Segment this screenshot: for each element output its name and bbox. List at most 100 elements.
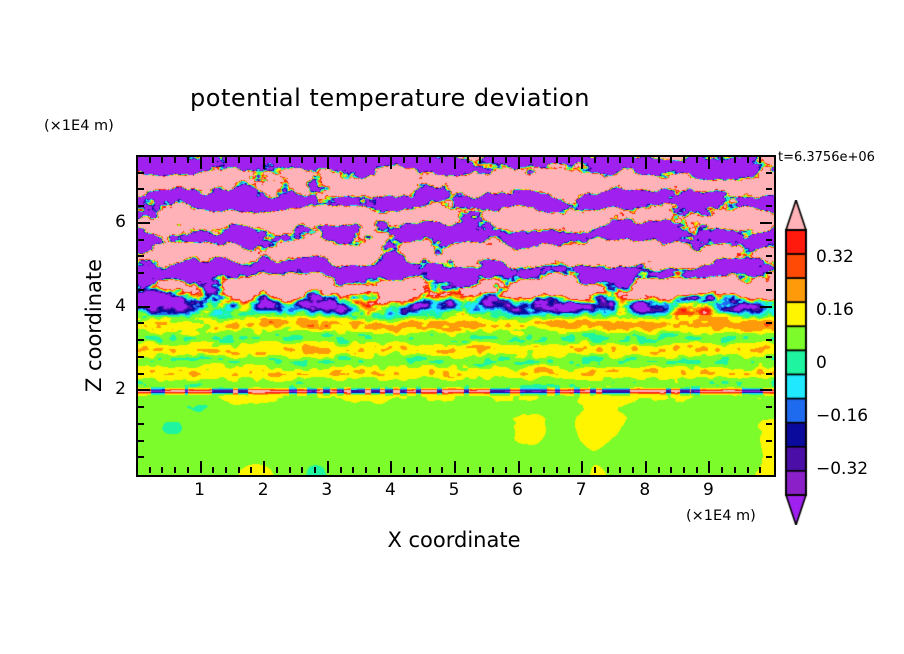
y-axis-tick	[766, 389, 772, 391]
x-axis-tick	[161, 467, 163, 473]
x-axis-tick	[416, 467, 418, 473]
y-axis-tick-label: 4	[115, 295, 126, 316]
x-axis-tick	[696, 467, 698, 473]
x-axis-tick	[734, 157, 736, 163]
x-axis-tick	[721, 467, 723, 473]
y-axis-tick	[138, 423, 144, 425]
x-axis-tick	[263, 157, 265, 169]
x-axis-tick	[365, 157, 367, 163]
x-axis-tick	[454, 157, 456, 163]
x-axis-tick	[200, 157, 202, 163]
x-axis-tick	[441, 157, 443, 163]
y-axis-tick	[766, 406, 772, 408]
x-axis-tick	[340, 467, 342, 473]
y-axis-tick	[766, 205, 772, 207]
x-axis-tick	[492, 157, 494, 163]
x-axis-tick	[645, 157, 647, 163]
y-axis-tick	[766, 339, 772, 341]
x-axis-tick	[250, 157, 252, 163]
x-axis-tick-label: 5	[448, 480, 460, 500]
x-axis-tick	[518, 467, 520, 473]
x-axis-tick	[518, 157, 520, 169]
x-axis-tick	[174, 467, 176, 473]
x-axis-tick	[543, 467, 545, 473]
y-axis-tick	[766, 322, 772, 324]
x-axis-tick	[416, 157, 418, 163]
x-axis-tick	[492, 467, 494, 473]
x-axis-tick	[683, 157, 685, 163]
y-axis-tick	[766, 289, 772, 291]
x-axis-tick	[378, 157, 380, 163]
x-axis-tick	[658, 157, 660, 163]
x-axis-tick	[518, 157, 520, 163]
x-axis-tick	[759, 467, 761, 473]
y-axis-tick	[138, 255, 144, 257]
y-axis-title: Z coordinate	[82, 258, 106, 392]
time-annotation: t=6.3756e+06	[778, 150, 875, 165]
x-axis-title: X coordinate	[387, 528, 521, 552]
x-axis-tick	[619, 467, 621, 473]
y-axis-tick	[138, 272, 144, 274]
x-axis-tick	[250, 467, 252, 473]
x-axis-tick	[390, 157, 392, 163]
y-axis-tick	[766, 423, 772, 425]
colorbar	[783, 200, 809, 525]
x-axis-tick-label: 1	[194, 480, 206, 500]
y-axis-tick	[138, 389, 144, 391]
y-axis-tick	[766, 222, 772, 224]
x-axis-tick	[607, 467, 609, 473]
x-axis-tick	[747, 157, 749, 163]
x-axis-tick	[556, 157, 558, 163]
colorbar-tick-label: 0	[816, 352, 827, 373]
x-axis-tick	[429, 467, 431, 473]
x-axis-tick	[568, 467, 570, 473]
x-axis-tick	[289, 157, 291, 163]
y-axis-tick	[766, 272, 772, 274]
x-axis-tick	[238, 467, 240, 473]
x-axis-tick	[200, 157, 202, 169]
x-axis-tick	[212, 467, 214, 473]
x-axis-tick	[658, 467, 660, 473]
y-axis-tick	[766, 356, 772, 358]
y-axis-tick	[138, 289, 144, 291]
x-axis-tick	[149, 467, 151, 473]
y-axis-tick	[766, 239, 772, 241]
x-axis-tick	[390, 157, 392, 169]
x-axis-tick	[314, 467, 316, 473]
x-axis-tick	[441, 467, 443, 473]
x-axis-tick-label: 2	[257, 480, 269, 500]
x-axis-tick	[479, 467, 481, 473]
colorbar-canvas	[783, 200, 809, 525]
y-axis-tick	[138, 222, 144, 224]
x-axis-tick	[747, 467, 749, 473]
x-axis-tick	[301, 157, 303, 163]
x-axis-tick	[454, 157, 456, 169]
x-axis-tick	[670, 467, 672, 473]
contour-plot-frame	[136, 155, 776, 477]
x-axis-tick	[390, 467, 392, 473]
x-axis-tick	[327, 157, 329, 169]
x-axis-tick	[683, 467, 685, 473]
x-axis-tick	[187, 467, 189, 473]
x-axis-tick	[467, 157, 469, 163]
y-axis-tick	[138, 306, 144, 308]
x-axis-tick	[734, 467, 736, 473]
y-axis-tick	[138, 222, 150, 224]
x-axis-tick-label: 7	[575, 480, 587, 500]
y-axis-tick	[138, 356, 144, 358]
x-axis-tick	[645, 467, 647, 473]
y-axis-tick-label: 2	[115, 379, 126, 400]
x-axis-tick	[708, 157, 710, 169]
x-axis-tick	[403, 157, 405, 163]
y-axis-tick	[138, 339, 144, 341]
x-axis-tick	[632, 157, 634, 163]
x-axis-tick	[225, 467, 227, 473]
x-axis-tick	[645, 157, 647, 169]
x-axis-tick	[505, 157, 507, 163]
x-axis-tick	[543, 157, 545, 163]
x-axis-tick	[696, 157, 698, 163]
y-axis-tick	[766, 373, 772, 375]
x-axis-tick-label: 8	[639, 480, 651, 500]
x-axis-tick	[289, 467, 291, 473]
y-axis-tick	[138, 172, 144, 174]
